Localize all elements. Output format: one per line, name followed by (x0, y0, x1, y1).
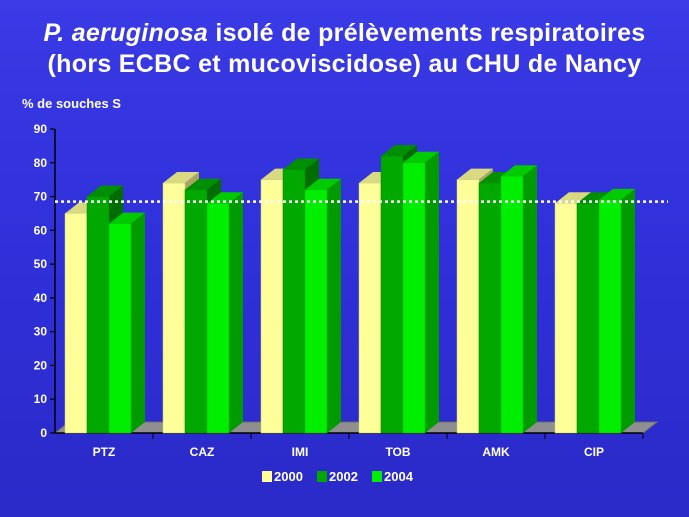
bar-top (599, 188, 635, 200)
x-tick-label: TOB (385, 445, 410, 459)
bar-front (64, 213, 88, 434)
bar (206, 192, 243, 434)
bar-front (358, 182, 382, 434)
bar (108, 212, 145, 434)
bar-front (598, 199, 622, 434)
y-tick-label: 50 (34, 257, 48, 271)
bar-front (380, 155, 404, 434)
bar (500, 165, 537, 434)
bar-front (478, 182, 502, 434)
legend-label: 2004 (384, 469, 414, 484)
bar-top (163, 172, 199, 184)
bar-side (131, 212, 145, 433)
bar (304, 178, 341, 434)
bar-front (184, 189, 208, 434)
bar-top (403, 151, 439, 163)
bar-top (207, 192, 243, 204)
axes: 0 10 20 30 40 50 60 70 80 90 PTZ CAZ IMI TOB AMK CIP (34, 122, 644, 459)
legend-swatch (317, 471, 327, 482)
bar-top (283, 158, 319, 170)
legend-label: 2000 (274, 469, 303, 484)
legend-label: 2002 (329, 469, 358, 484)
bar-side (327, 178, 341, 433)
bar-side (229, 192, 243, 433)
bar-top (305, 178, 341, 190)
y-tick-label: 70 (34, 190, 48, 204)
bar (598, 188, 635, 434)
bar-front (576, 203, 600, 434)
bar-front (86, 196, 110, 434)
bar-side (425, 151, 439, 433)
bar-front (260, 179, 284, 434)
bar-side (523, 165, 537, 434)
bar-front (402, 162, 426, 434)
bar-top (87, 185, 123, 197)
x-tick-label: IMI (292, 445, 309, 459)
y-tick-label: 40 (34, 291, 48, 305)
x-tick-label: CIP (584, 445, 604, 459)
bar-front (108, 223, 132, 434)
bar-front (456, 179, 480, 434)
title-line1: isolé de prélèvements respiratoires (208, 19, 646, 47)
y-tick-label: 60 (34, 223, 48, 237)
y-tick-label: 10 (34, 392, 48, 406)
y-tick-label: 30 (34, 325, 48, 339)
bar-top (501, 165, 537, 177)
chart-title: P. aeruginosa isolé de prélèvements resp… (0, 18, 689, 80)
bar-top (381, 145, 417, 157)
bar-top (185, 178, 221, 190)
bar-front (206, 203, 230, 434)
y-tick-label: 80 (34, 156, 48, 170)
x-tick-label: AMK (482, 445, 510, 459)
y-tick-label: 0 (40, 426, 47, 440)
bar-front (500, 176, 524, 434)
legend-swatch (372, 471, 382, 482)
title-species: P. aeruginosa (43, 19, 209, 47)
y-axis-label: % de souches S (22, 96, 121, 111)
y-tick-label: 20 (34, 358, 48, 372)
bar-top (457, 168, 493, 180)
bar-front (554, 203, 578, 434)
bars (64, 145, 635, 434)
bar-top (109, 212, 145, 224)
bar-front (162, 182, 186, 434)
x-tick-label: CAZ (190, 445, 215, 459)
y-tick-label: 90 (34, 122, 48, 136)
bar-top (555, 192, 591, 204)
legend-swatch (262, 471, 272, 482)
bar (402, 151, 439, 434)
bar-front (304, 189, 328, 434)
x-tick-label: PTZ (93, 445, 116, 459)
legend: 2000 2002 2004 (262, 469, 414, 484)
bar-side (621, 188, 635, 433)
bar-front (282, 169, 306, 434)
title-line2: (hors ECBC et mucoviscidose) au CHU de N… (47, 50, 642, 78)
